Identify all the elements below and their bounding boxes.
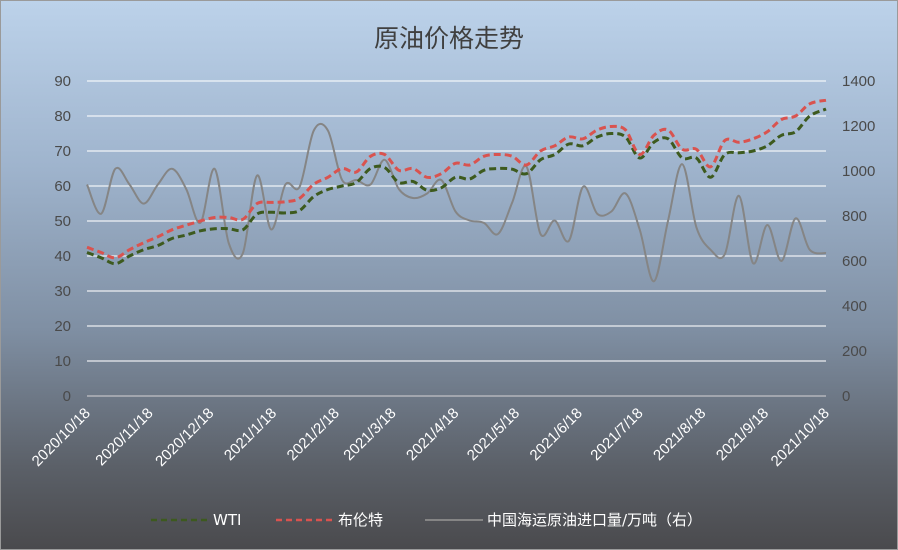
legend-label-brent: 布伦特 (338, 511, 383, 529)
x-tick-label: 2020/12/18 (152, 405, 217, 470)
right-tick-label: 1200 (842, 118, 875, 135)
legend: WTI 布伦特 中国海运原油进口量/万吨（右） (151, 511, 702, 529)
right-tick-label: 200 (842, 343, 867, 360)
x-tick-label: 2021/8/18 (650, 405, 709, 464)
right-tick-label: 800 (842, 208, 867, 225)
right-tick-label: 0 (842, 388, 850, 405)
right-tick-label: 1400 (842, 73, 875, 90)
x-tick-label: 2021/1/18 (221, 405, 280, 464)
x-tick-label: 2021/9/18 (713, 405, 772, 464)
legend-label-imports: 中国海运原油进口量/万吨（右） (487, 511, 702, 529)
left-axis-ticks: 0 10 20 30 40 50 60 70 80 90 (54, 73, 71, 405)
right-tick-label: 600 (842, 253, 867, 270)
left-tick-label: 70 (54, 143, 71, 160)
series-line-wti (86, 107, 827, 266)
x-tick-label: 2020/11/18 (92, 405, 156, 469)
right-tick-label: 1000 (842, 163, 875, 180)
left-tick-label: 90 (54, 73, 71, 90)
left-tick-label: 20 (54, 318, 71, 335)
left-tick-label: 60 (54, 178, 71, 195)
left-tick-label: 0 (63, 388, 71, 405)
right-tick-label: 400 (842, 298, 867, 315)
left-tick-label: 10 (54, 353, 71, 370)
right-axis-ticks: 0 200 400 600 800 1000 1200 1400 (842, 73, 875, 405)
series-lines (86, 98, 827, 283)
x-tick-label: 2021/2/18 (284, 405, 343, 464)
series-line-imports (86, 122, 827, 283)
left-tick-label: 40 (54, 248, 71, 265)
left-tick-label: 30 (54, 283, 71, 300)
x-tick-label: 2021/7/18 (587, 405, 646, 464)
x-tick-label: 2021/5/18 (464, 405, 523, 464)
left-tick-label: 80 (54, 108, 71, 125)
x-tick-label: 2021/6/18 (527, 405, 586, 464)
left-tick-label: 50 (54, 213, 71, 230)
legend-label-wti: WTI (213, 511, 241, 529)
series-line-brent (86, 98, 827, 260)
x-tick-label: 2021/4/18 (403, 405, 462, 464)
x-tick-label: 2021/3/18 (340, 405, 399, 464)
x-tick-label: 2020/10/18 (29, 405, 94, 470)
x-tick-label: 2021/10/18 (768, 405, 833, 470)
chart-title: 原油价格走势 (374, 24, 524, 53)
gridlines (87, 80, 826, 397)
